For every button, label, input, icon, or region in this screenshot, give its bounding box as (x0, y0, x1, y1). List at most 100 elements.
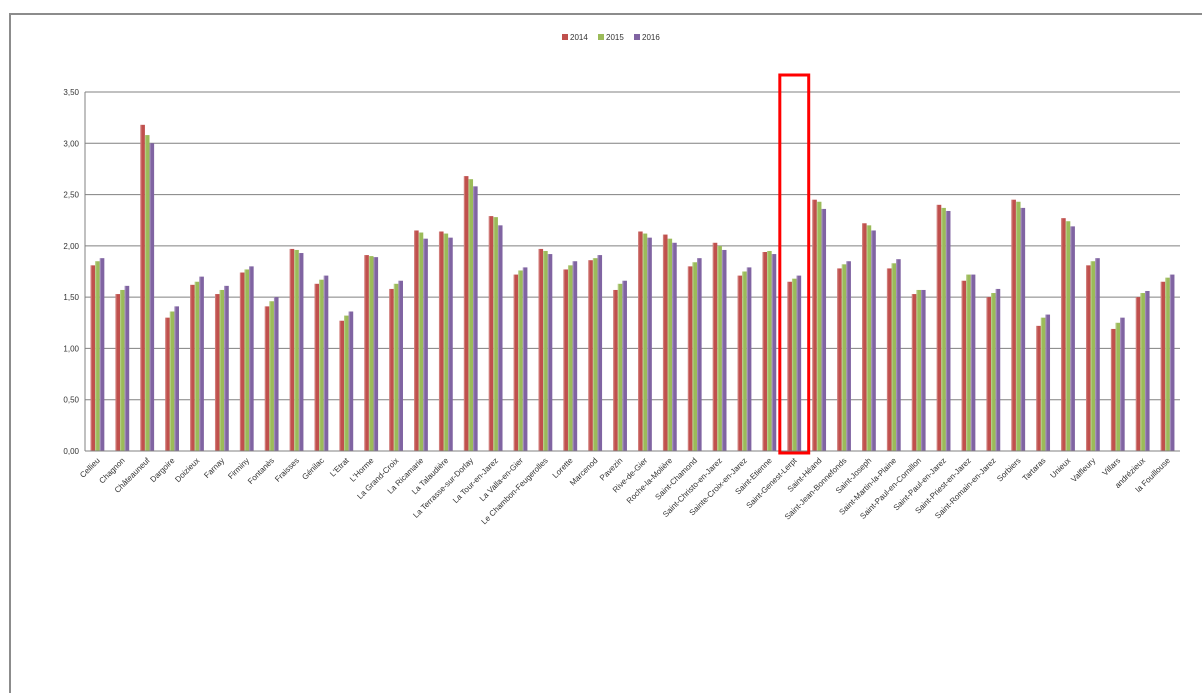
bar-shine (796, 275, 798, 451)
bar-shine (1070, 226, 1072, 451)
bar (273, 297, 279, 451)
bar (199, 276, 204, 451)
bar (791, 278, 797, 451)
bar (140, 124, 145, 451)
x-tick-label: Génilac (300, 456, 326, 482)
bar-shine (513, 274, 515, 451)
bar (572, 261, 578, 451)
bar-shine (298, 253, 301, 451)
bar (667, 238, 673, 451)
bar (1169, 274, 1175, 451)
bar-shine (986, 297, 988, 451)
bar-shine (120, 289, 122, 451)
highlight-rectangle (778, 73, 811, 455)
bar-shine (941, 207, 943, 451)
bar-shine (468, 179, 470, 451)
bar (264, 306, 270, 451)
bar-shine (837, 268, 839, 451)
x-axis: CellieuChagnonChâteauneufDargoireDoizieu… (78, 450, 1180, 526)
bar (961, 280, 967, 451)
bar (1085, 265, 1091, 451)
bar-shine (746, 267, 748, 451)
bar (547, 254, 553, 451)
bar (592, 258, 598, 451)
bar (846, 261, 851, 451)
bar-shine (269, 301, 271, 451)
bar-shine (991, 293, 993, 451)
bar-shine (866, 225, 868, 451)
legend-swatch (562, 34, 568, 40)
bar (692, 262, 698, 451)
bar (920, 289, 926, 451)
bar (423, 238, 428, 451)
bar-shine (891, 263, 893, 451)
bar-shine (224, 285, 226, 451)
bar-shine (812, 199, 814, 451)
bar-shine (617, 283, 619, 451)
bar-shine (443, 233, 445, 451)
bar-shine (174, 306, 176, 451)
bar-shine (1020, 207, 1022, 451)
bar-shine (871, 230, 873, 451)
bar (1115, 322, 1121, 451)
bar-shine (1120, 317, 1122, 451)
bar (886, 268, 892, 451)
bar (373, 257, 379, 451)
highlight-box (778, 73, 811, 455)
bar (1140, 293, 1145, 451)
bar (787, 281, 792, 451)
bar-shine (95, 261, 97, 451)
bar (1015, 201, 1021, 451)
bar-shine (613, 289, 615, 451)
bar-shine (214, 294, 217, 451)
bar (841, 264, 847, 451)
bar-shine (638, 231, 640, 451)
bar-shine (920, 289, 923, 451)
bar-shine (418, 232, 420, 451)
bar (364, 255, 369, 451)
bar (941, 207, 946, 451)
bar (896, 259, 901, 451)
bar (613, 289, 618, 451)
bar-shine (1065, 221, 1067, 451)
bar-shine (389, 288, 391, 451)
bar (448, 237, 453, 451)
bar-shine (667, 238, 669, 451)
bar-shine (364, 255, 366, 451)
bar (488, 216, 494, 451)
bar-shine (239, 272, 242, 451)
bar (473, 186, 478, 451)
bar-shine (90, 265, 92, 451)
bar (1095, 258, 1100, 451)
bar-shine (1144, 290, 1147, 451)
bar (862, 223, 867, 451)
bar-shine (144, 135, 147, 451)
x-tick-label: Fraisses (273, 456, 301, 484)
bar-shine (911, 294, 913, 451)
y-axis: 0,00 0,50 1,00 1,50 2,00 2,50 3,00 3,50 (63, 88, 86, 456)
x-tick-label: L'Etrat (328, 456, 351, 479)
bar (945, 210, 951, 451)
bar-shine (190, 284, 192, 451)
bar-shine (493, 217, 495, 451)
bar (219, 289, 225, 451)
bar-shine (344, 315, 346, 451)
bar (991, 293, 996, 451)
bar (1070, 226, 1075, 451)
bar (538, 248, 544, 451)
legend: 2014 2015 2016 (562, 33, 660, 42)
bar-shine (414, 230, 416, 451)
bar (90, 265, 96, 451)
bar (443, 233, 449, 451)
chart-frame (9, 13, 1202, 693)
bar (642, 233, 648, 451)
bar (622, 280, 627, 451)
x-tick-label: Farnay (202, 456, 226, 480)
bar (1061, 218, 1066, 451)
bar-shine (896, 259, 898, 451)
bar (697, 258, 702, 451)
x-tick-label: Unieux (1048, 456, 1072, 480)
bar-shine (1115, 322, 1117, 451)
bar (866, 225, 872, 451)
bar (687, 266, 693, 451)
